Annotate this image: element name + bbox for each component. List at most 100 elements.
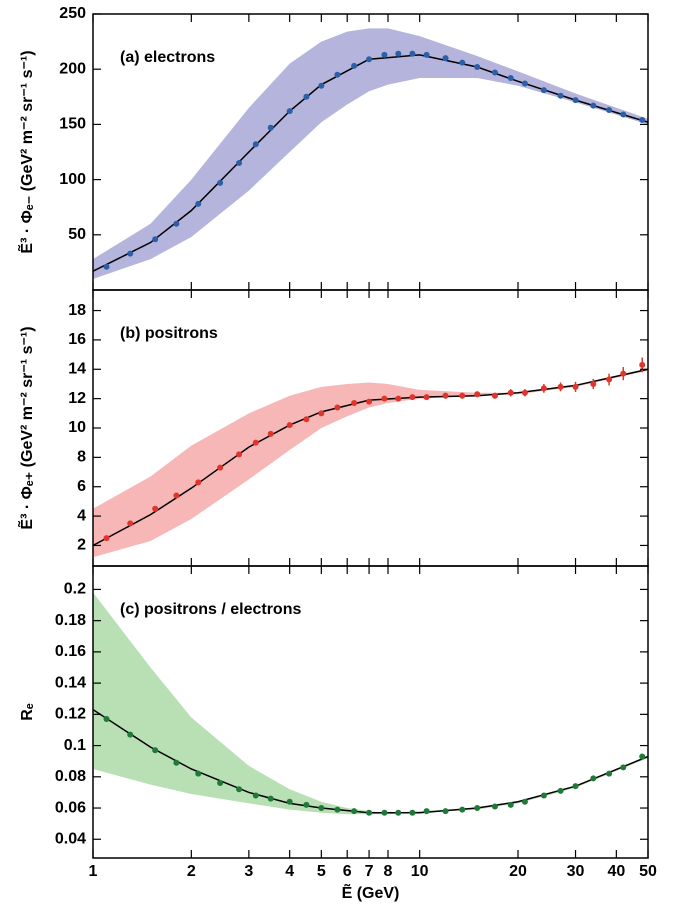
data-point [103, 263, 110, 270]
data-point [620, 764, 627, 771]
data-point [507, 75, 514, 82]
data-point [606, 107, 613, 114]
data-point [318, 410, 325, 417]
data-point [127, 250, 134, 257]
y-tick-label: 0.14 [55, 674, 86, 691]
y-tick-label: 0.2 [64, 581, 86, 598]
data-point [195, 479, 202, 486]
data-point [491, 69, 498, 76]
data-point [620, 111, 627, 118]
y-tick-label: 12 [68, 390, 86, 407]
y-tick-label: 0.06 [55, 799, 86, 816]
data-point [381, 395, 388, 402]
data-point [318, 805, 325, 812]
data-point [606, 376, 613, 383]
y-tick-label: 18 [68, 302, 86, 319]
x-axis-label: Ẽ (GeV) [342, 882, 400, 902]
data-point [409, 809, 416, 816]
plot-area [93, 357, 648, 558]
x-tick-label: 50 [639, 863, 657, 880]
x-tick-label: 3 [244, 863, 253, 880]
x-tick-label: 1 [89, 863, 98, 880]
data-point [459, 806, 466, 813]
data-point [423, 808, 430, 815]
data-point [459, 392, 466, 399]
x-tick-label: 10 [411, 863, 429, 880]
data-point [590, 775, 597, 782]
data-point [395, 809, 402, 816]
data-point [236, 160, 243, 167]
y-tick-label: 10 [68, 419, 86, 436]
data-point [236, 786, 243, 793]
plot-area [93, 28, 648, 279]
data-point [442, 55, 449, 62]
data-point [491, 392, 498, 399]
y-tick-label: 0.1 [64, 737, 86, 754]
data-point [366, 56, 373, 63]
x-tick-label: 20 [509, 863, 527, 880]
data-point [521, 798, 528, 805]
uncertainty-band [93, 28, 648, 279]
y-tick-label: 0.04 [55, 830, 86, 847]
data-point [639, 753, 646, 760]
data-point [557, 383, 564, 390]
y-tick-label: 0.16 [55, 643, 86, 660]
y-tick-label: 150 [59, 116, 86, 133]
data-point [351, 808, 358, 815]
data-point [351, 62, 358, 69]
data-point [423, 394, 430, 401]
data-point [557, 787, 564, 794]
data-point [521, 80, 528, 87]
data-point [267, 124, 274, 131]
data-point [606, 770, 613, 777]
data-point [252, 439, 259, 446]
data-point [521, 389, 528, 396]
data-point [303, 416, 310, 423]
data-point [381, 51, 388, 58]
data-point [267, 795, 274, 802]
data-point [557, 92, 564, 99]
data-point [252, 141, 259, 148]
x-tick-label: 30 [567, 863, 585, 880]
uncertainty-band [93, 592, 648, 815]
data-point [459, 59, 466, 66]
data-point [540, 385, 547, 392]
data-point [620, 370, 627, 377]
data-point [152, 505, 159, 512]
y-tick-label: 0.08 [55, 768, 86, 785]
data-point [491, 803, 498, 810]
y-tick-label: 250 [59, 5, 86, 22]
y-tick-label: 50 [68, 226, 86, 243]
data-point [590, 102, 597, 109]
plot-area [93, 592, 648, 816]
y-tick-label: 0.18 [55, 612, 86, 629]
data-point [217, 464, 224, 471]
data-point [590, 380, 597, 387]
panel-label: (c) positrons / electrons [120, 601, 301, 618]
data-point [217, 780, 224, 787]
y-axis-label: Rₑ [19, 703, 36, 721]
data-point [442, 392, 449, 399]
y-tick-label: 200 [59, 60, 86, 77]
data-point [286, 798, 293, 805]
y-tick-label: 8 [77, 449, 86, 466]
panel-label: (b) positrons [120, 325, 218, 342]
data-point [423, 51, 430, 58]
y-tick-label: 100 [59, 171, 86, 188]
y-tick-label: 14 [68, 360, 86, 377]
data-point [366, 809, 373, 816]
y-tick-label: 2 [77, 537, 86, 554]
data-point [103, 716, 110, 723]
frame [92, 565, 649, 859]
data-point [303, 93, 310, 100]
data-point [334, 404, 341, 411]
data-point [334, 806, 341, 813]
data-point [409, 394, 416, 401]
data-point [252, 792, 259, 799]
x-tick-label: 5 [317, 863, 326, 880]
data-point [474, 805, 481, 812]
data-point [572, 97, 579, 104]
data-point [267, 430, 274, 437]
y-tick-label: 16 [68, 331, 86, 348]
